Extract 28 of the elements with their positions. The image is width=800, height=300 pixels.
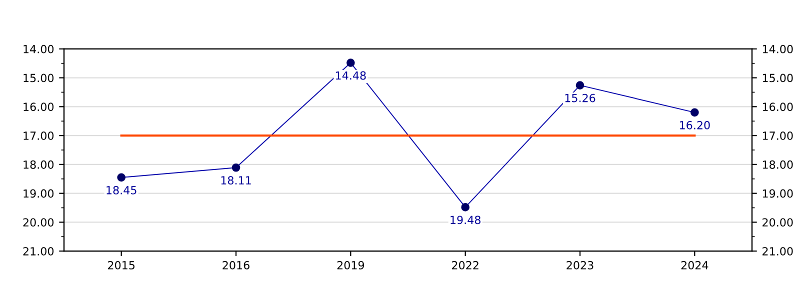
y2-tick-label: 21.00	[762, 247, 793, 256]
x-tick-label: 2023	[566, 261, 594, 270]
x-tick-label: 2022	[452, 261, 478, 270]
y2-tick-label: 16.00	[762, 102, 793, 112]
y-tick-label: 15.00	[24, 74, 54, 82]
y2-tick-label: 15.00	[762, 74, 793, 82]
y-tick-label: 17.00	[24, 132, 54, 140]
y-tick-label: 14.00	[24, 44, 54, 54]
data-label: 14.48	[336, 71, 366, 80]
y-tick-label: 19.00	[24, 189, 54, 198]
y-tick-label: 18.00	[24, 160, 54, 169]
x-tick-label: 2016	[222, 261, 250, 270]
y2-tick-label: 20.00	[762, 218, 793, 227]
data-label: 16.20	[680, 120, 710, 130]
y-tick-label: 20.00	[23, 218, 54, 227]
data-label: 18.11	[221, 176, 251, 185]
y-tick-label: 21.00	[23, 247, 54, 256]
y2-tick-label: 19.00	[762, 189, 793, 198]
y2-tick-label: 18.00	[762, 160, 793, 169]
data-label: 18.45	[106, 186, 136, 194]
x-tick-label: 2019	[337, 261, 364, 270]
data-label: 15.26	[565, 94, 596, 102]
x-tick-label: 2024	[681, 261, 708, 270]
y2-tick-label: 14.00	[762, 44, 793, 54]
x-tick-label: 2015	[108, 261, 134, 270]
data-label: 19.48	[450, 216, 480, 224]
y-tick-label: 16.00	[24, 102, 54, 112]
y2-tick-label: 17.00	[762, 132, 793, 140]
